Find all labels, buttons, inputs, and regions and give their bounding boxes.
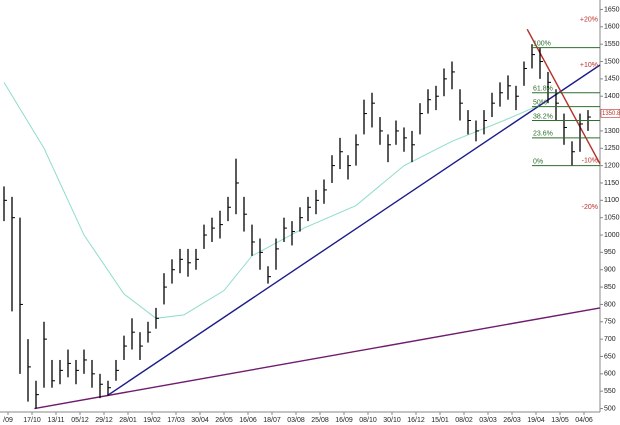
percent-label: -10%	[582, 157, 598, 164]
x-tick-label: 28/01	[119, 417, 137, 424]
fib-label: 100%	[533, 40, 551, 47]
x-tick-label: 16/12	[407, 417, 425, 424]
last-price-label: 1350.8	[602, 111, 620, 117]
y-tick-label: 1450	[604, 76, 620, 83]
y-tick-label: 1100	[604, 197, 619, 204]
x-tick-label: 16/09	[335, 417, 353, 424]
fib-label: 0%	[533, 158, 543, 165]
x-tick-label: 29/12	[95, 417, 113, 424]
trend-line	[526, 28, 601, 165]
y-tick-label: 1050	[604, 215, 620, 222]
y-tick-label: 600	[604, 371, 616, 378]
x-tick-label: 25/08	[311, 417, 329, 424]
x-tick-label: 05/12	[71, 417, 89, 424]
x-tick-label: 03/08	[287, 417, 305, 424]
x-tick-label: 04/06	[575, 417, 593, 424]
x-tick-label: 26/03	[503, 417, 521, 424]
y-tick-label: 500	[604, 405, 616, 412]
x-tick-label: 13/05	[551, 417, 569, 424]
y-tick-label: 1650	[604, 6, 620, 13]
x-tick-label: 15/01	[431, 417, 449, 424]
y-tick-label: 1200	[604, 162, 620, 169]
y-tick-label: 1250	[604, 145, 620, 152]
x-tick-label: 17/03	[167, 417, 185, 424]
trend-line	[34, 307, 601, 410]
y-tick-label: 700	[604, 336, 616, 343]
x-tick-label: 19/04	[527, 417, 545, 424]
x-tick-label: /09	[3, 417, 13, 424]
fib-label: 23.6%	[533, 131, 553, 138]
percent-label: +20%	[580, 17, 598, 24]
y-tick-label: 550	[604, 388, 616, 395]
y-tick-label: 750	[604, 319, 616, 326]
x-tick-label: 03/03	[479, 417, 497, 424]
y-tick-label: 1400	[604, 93, 620, 100]
y-tick-label: 1000	[604, 232, 620, 239]
percent-label: -20%	[582, 204, 598, 211]
y-tick-label: 900	[604, 267, 616, 274]
percent-label: +10%	[580, 62, 598, 69]
trend-line	[3, 82, 545, 319]
y-tick-label: 850	[604, 284, 616, 291]
x-tick-label: 26/05	[215, 417, 233, 424]
y-tick-label: 800	[604, 301, 616, 308]
x-tick-label: 18/07	[263, 417, 281, 424]
trend-line	[106, 64, 601, 397]
y-tick-label: 1500	[604, 58, 620, 65]
fib-label: 50%	[533, 99, 547, 106]
y-tick-label: 1150	[604, 180, 619, 187]
x-tick-label: 08/02	[455, 417, 473, 424]
y-tick-label: 650	[604, 353, 616, 360]
y-tick-label: 1600	[604, 24, 620, 31]
y-tick-label: 1300	[604, 128, 620, 135]
x-tick-label: 17/10	[23, 417, 41, 424]
x-tick-label: 13/11	[48, 417, 65, 424]
fib-label: 61.8%	[533, 86, 553, 93]
x-tick-label: 16/06	[239, 417, 257, 424]
fib-label: 38.2%	[533, 113, 553, 120]
last-price-tag	[600, 108, 620, 118]
y-tick-label: 950	[604, 249, 616, 256]
y-tick-label: 1550	[604, 41, 620, 48]
x-tick-label: 19/02	[143, 417, 161, 424]
x-tick-label: 30/10	[383, 417, 401, 424]
x-tick-label: 08/10	[359, 417, 377, 424]
x-tick-label: 30/04	[191, 417, 209, 424]
